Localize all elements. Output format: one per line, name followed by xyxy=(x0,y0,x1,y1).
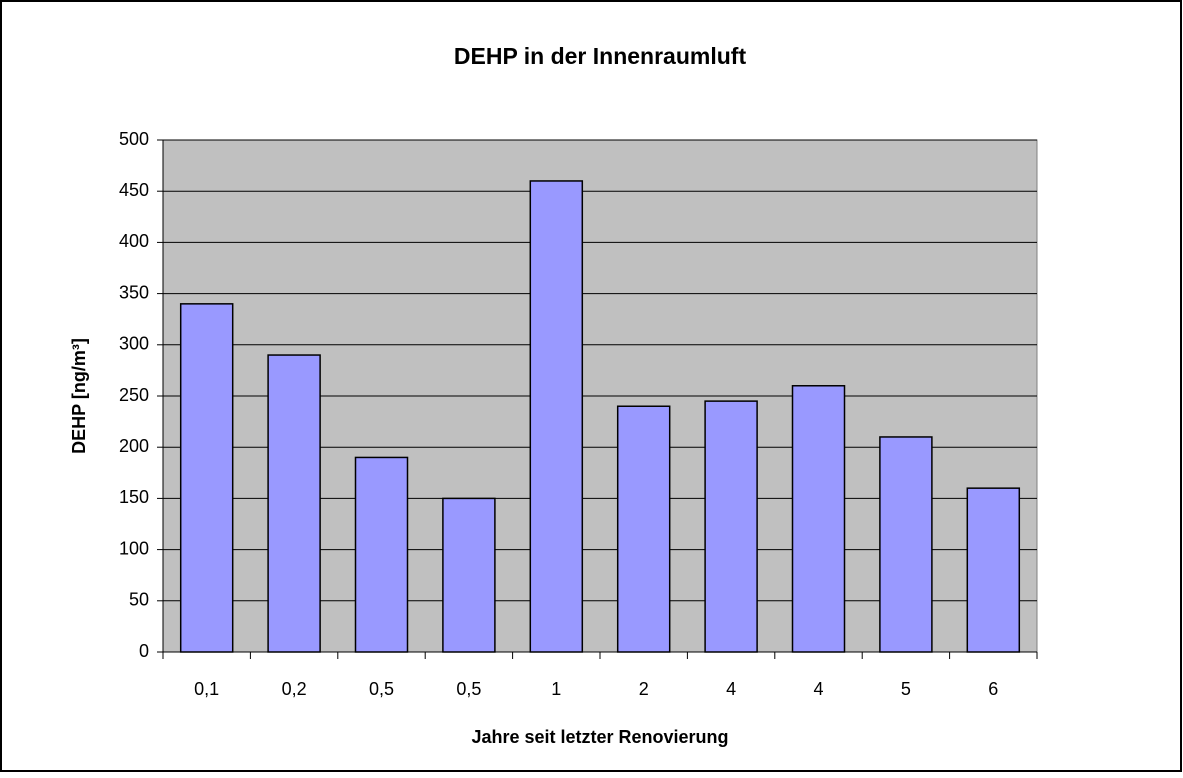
x-tick-label: 2 xyxy=(639,679,649,699)
bar xyxy=(879,436,933,653)
y-tick-label: 150 xyxy=(119,487,149,507)
bar xyxy=(354,456,409,653)
x-tick-label: 6 xyxy=(988,679,998,699)
bar xyxy=(267,354,321,653)
y-tick-label: 250 xyxy=(119,385,149,405)
bar xyxy=(966,487,1021,653)
x-axis-title: Jahre seit letzter Renovierung xyxy=(471,727,728,747)
bar xyxy=(179,303,234,653)
x-tick-label: 5 xyxy=(901,679,911,699)
bar xyxy=(704,400,758,653)
y-tick-label: 400 xyxy=(119,231,149,251)
y-tick-label: 350 xyxy=(119,282,149,302)
bar xyxy=(442,497,496,653)
y-tick-label: 50 xyxy=(129,590,149,610)
bar xyxy=(616,405,671,653)
y-axis-title: DEHP [ng/m³] xyxy=(69,338,89,454)
x-tick-label: 4 xyxy=(726,679,736,699)
bar xyxy=(791,385,846,653)
x-tick-label: 0,5 xyxy=(369,679,394,699)
bar xyxy=(529,180,584,653)
x-tick-label: 4 xyxy=(813,679,823,699)
y-tick-label: 300 xyxy=(119,334,149,354)
chart-title: DEHP in der Innenraumluft xyxy=(454,43,747,69)
x-tick-label: 0,2 xyxy=(282,679,307,699)
y-tick-label: 450 xyxy=(119,180,149,200)
x-tick-label: 1 xyxy=(551,679,561,699)
x-tick-label: 0,5 xyxy=(456,679,481,699)
y-tick-label: 500 xyxy=(119,129,149,149)
y-tick-label: 200 xyxy=(119,436,149,456)
x-tick-label: 0,1 xyxy=(194,679,219,699)
y-tick-label: 0 xyxy=(139,641,149,661)
y-tick-label: 100 xyxy=(119,538,149,558)
